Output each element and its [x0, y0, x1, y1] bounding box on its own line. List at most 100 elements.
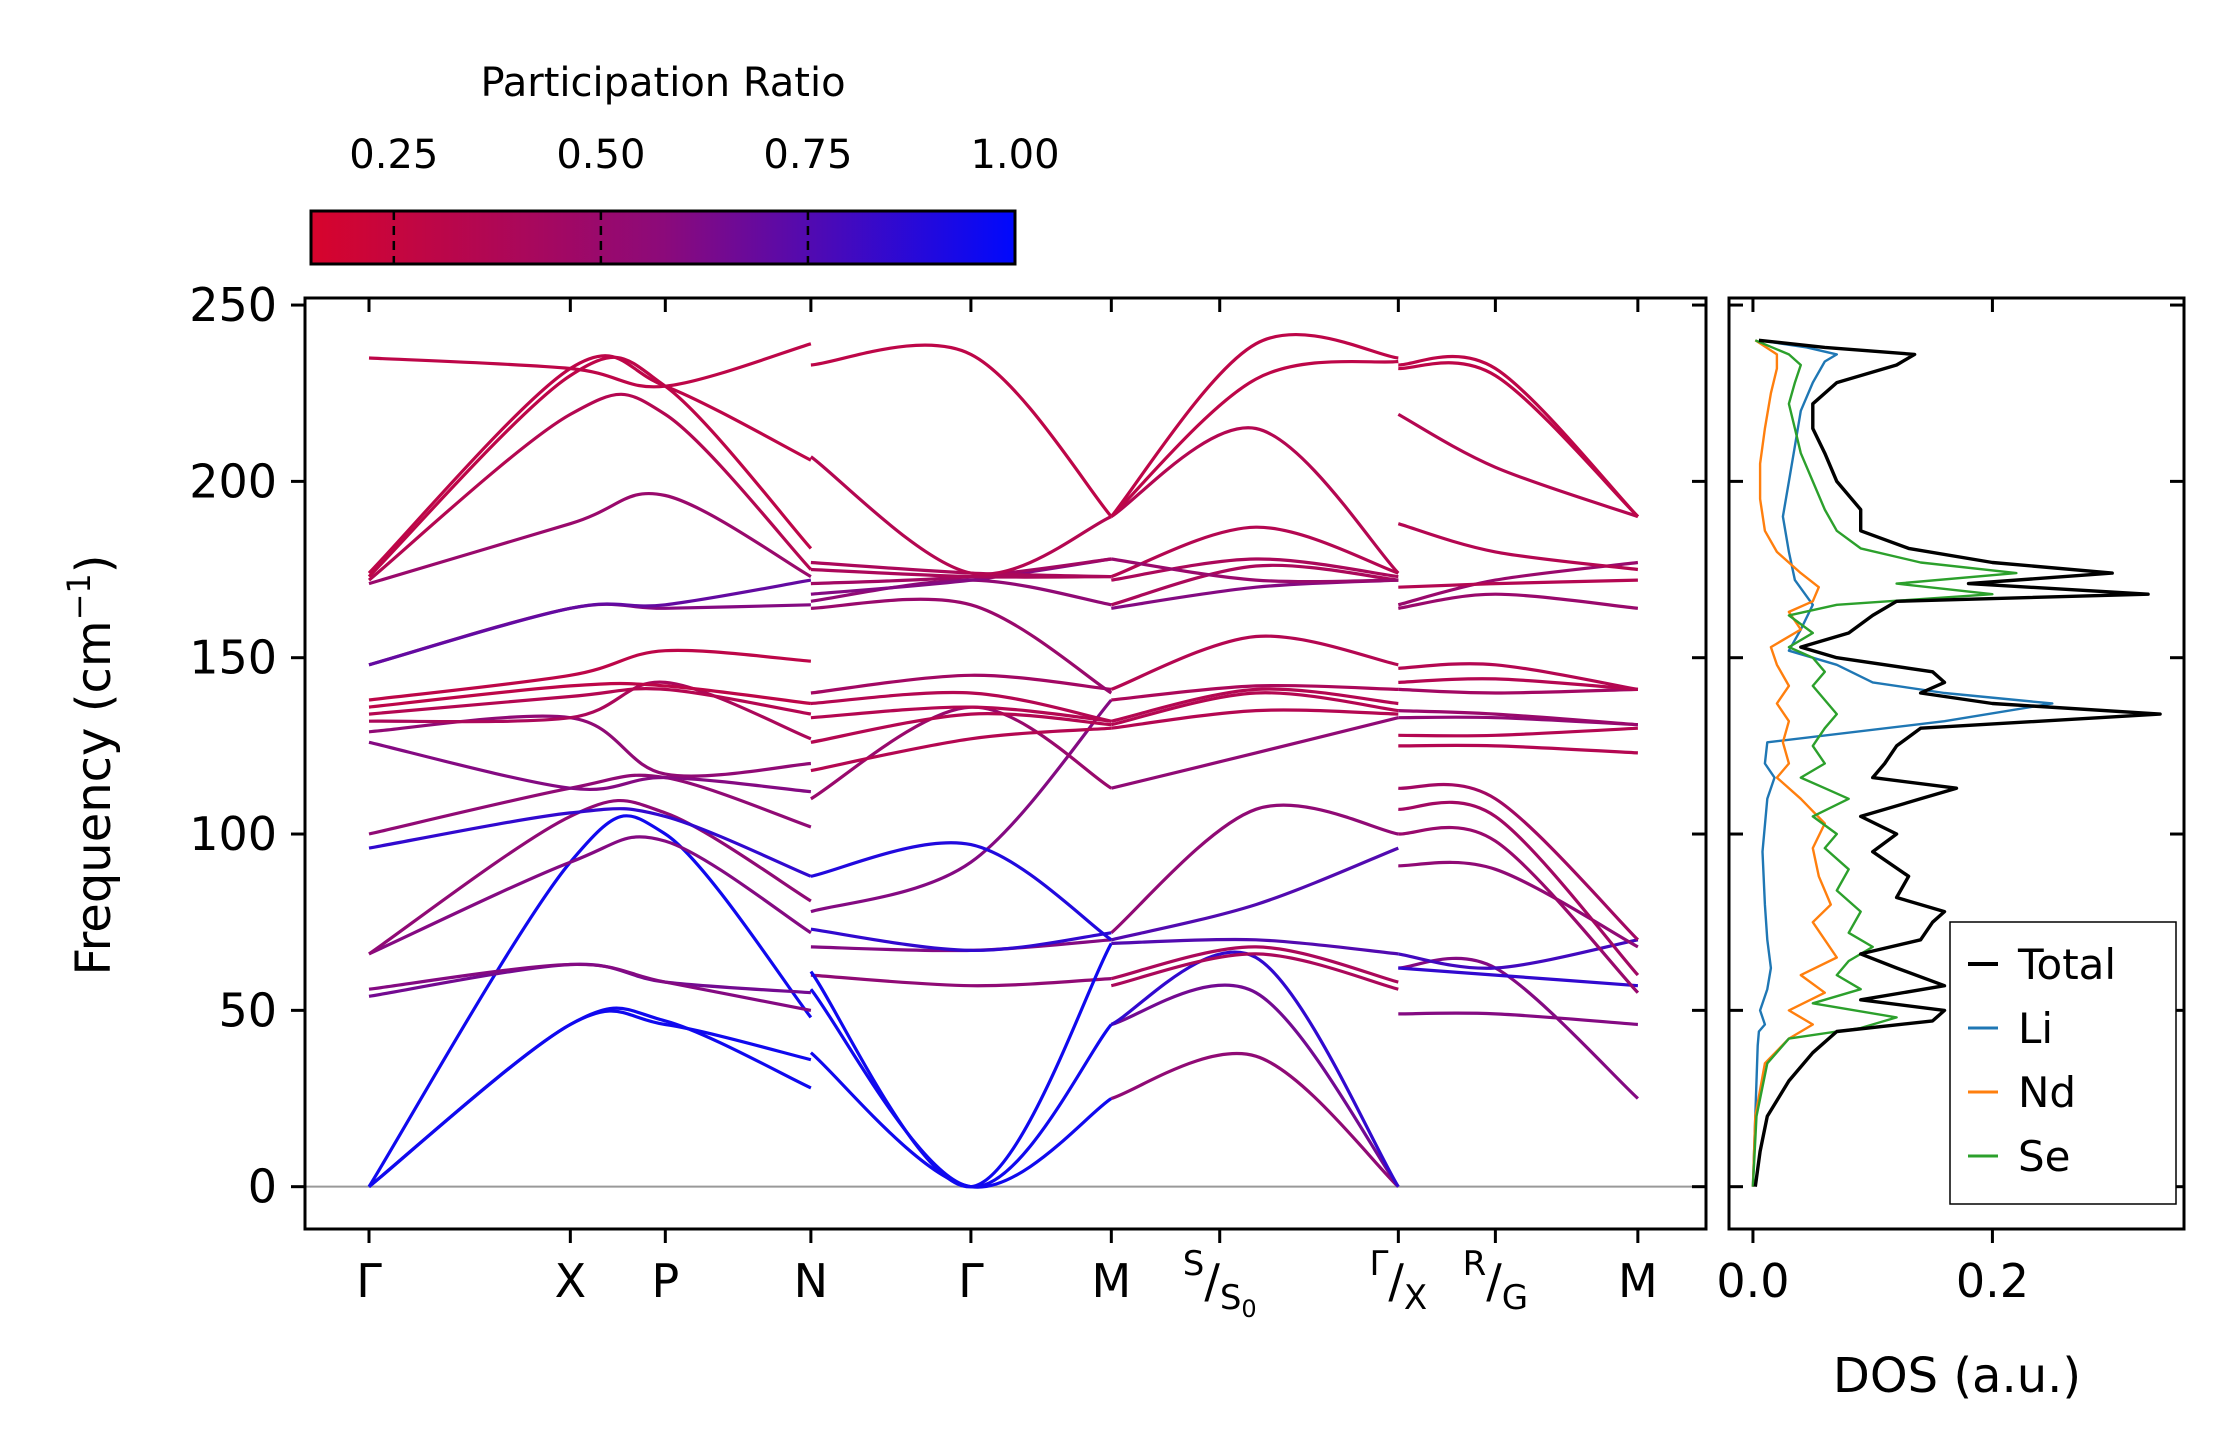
y-tick-label: 0	[248, 1160, 277, 1214]
legend-label-nd: Nd	[2018, 1068, 2076, 1117]
colorbar-gradient	[309, 209, 1017, 266]
phonon-band-3-5	[1398, 825, 1640, 994]
phonon-band-2-16	[1111, 557, 1399, 582]
band-y-ticks: 0 50 100 150 200 250	[189, 278, 1706, 1214]
dos-x-tick-label: 0.2	[1956, 1254, 2029, 1308]
phonon-band-0-16	[368, 578, 812, 667]
phonon-band-1-0	[809, 1051, 1113, 1189]
phonon-band-1-14	[810, 597, 1113, 695]
x-tick-label: X	[555, 1254, 587, 1308]
phonon-band-1-21	[810, 343, 1113, 518]
phonon-band-0-17	[368, 491, 812, 586]
phonon-band-1-11	[810, 705, 1112, 723]
phonon-band-0-18	[367, 392, 813, 582]
phonon-band-2-10	[1110, 691, 1399, 727]
phonon-band-0-19	[367, 355, 813, 578]
band-x-ticks: Γ X P N Γ M S/S0 Γ/X R/G M	[356, 298, 1658, 1323]
phonon-band-2-18	[1111, 557, 1399, 584]
legend-label-total: Total	[2017, 940, 2116, 989]
phonon-band-2-1	[1110, 983, 1400, 1188]
phonon-band-2-7	[1110, 803, 1399, 935]
phonon-band-2-6	[1110, 846, 1399, 942]
x-tick-label: N	[794, 1254, 828, 1308]
dos-curves	[1751, 338, 2162, 1187]
phonon-band-3-7	[1398, 782, 1640, 941]
dos-legend: Total Li Nd Se	[1949, 921, 2177, 1205]
phonon-band-0-21	[368, 342, 812, 389]
phonon-band-1-9	[810, 726, 1112, 773]
y-tick-label: 200	[189, 454, 277, 508]
phonon-band-1-1	[809, 988, 1113, 1189]
phonon-band-1-3	[809, 942, 1113, 1189]
phonon-band-3-9	[1398, 726, 1638, 738]
colorbar-tick-labels: 0.25 0.50 0.75 1.00	[349, 132, 1059, 178]
y-axis-label: Frequency (cm−1)	[60, 554, 122, 975]
phonon-band-0-13	[368, 681, 812, 709]
phonon-band-2-13	[1110, 634, 1399, 691]
phonon-band-2-9	[1111, 708, 1399, 730]
phonon-band-3-21	[1398, 354, 1640, 518]
phonon-band-2-20	[1110, 359, 1399, 518]
colorbar-tick-label: 1.00	[970, 132, 1059, 178]
phonon-band-3-15	[1398, 592, 1639, 610]
x-tick-label: Γ	[958, 1254, 984, 1308]
y-tick-label: 100	[189, 807, 277, 861]
dos-line-li	[1751, 339, 2054, 1187]
phonon-band-3-14	[1398, 662, 1639, 691]
phonon-band-3-2	[1398, 966, 1639, 988]
phonon-band-2-11	[1110, 687, 1399, 723]
y-tick-label: 50	[218, 983, 277, 1037]
phonon-band-2-4	[1110, 945, 1399, 984]
phonon-band-3-4	[1398, 860, 1639, 949]
phonon-band-0-5	[368, 835, 812, 956]
phonon-band-3-8	[1398, 743, 1638, 755]
dos-x-ticks: 0.0 0.2	[1716, 298, 2029, 1308]
dos-line-se	[1751, 339, 2018, 1187]
colorbar-ticks	[392, 211, 810, 264]
phonon-band-3-12	[1398, 687, 1638, 695]
phonon-band-0-0	[367, 1009, 812, 1188]
phonon-band-1-10	[810, 712, 1112, 744]
band-structure-panel: 0 50 100 150 200 250 Γ X P N Γ M S/S0 Γ/X R/G M Freque…	[60, 278, 1708, 1323]
phonon-band-1-5	[810, 927, 1112, 953]
phonon-band-2-8	[1110, 716, 1399, 790]
y-tick-label: 150	[189, 631, 277, 685]
dos-plot-frame	[1727, 296, 2186, 1231]
phonon-band-0-4	[368, 962, 812, 1012]
phonon-band-2-15	[1110, 563, 1399, 607]
dos-panel: 0.0 0.2 DOS (a.u.) Total Li Nd Se	[1716, 296, 2186, 1404]
phonon-band-2-12	[1111, 683, 1399, 702]
x-tick-label: Γ/X	[1369, 1244, 1427, 1318]
phonon-band-0-2	[367, 814, 813, 1188]
phonon-band-2-17	[1110, 525, 1399, 579]
phonon-band-3-3	[1398, 938, 1639, 970]
phonon-band-2-21	[1110, 333, 1399, 518]
phonon-band-3-19	[1397, 412, 1639, 519]
x-tick-label: M	[1618, 1254, 1658, 1308]
phonon-band-0-8	[368, 773, 812, 836]
phonon-band-0-10	[368, 714, 812, 778]
phonon-band-2-14	[1111, 578, 1399, 610]
colorbar: Participation Ratio 0.25 0.50 0.75 1.00	[309, 60, 1060, 266]
phonon-band-3-13	[1398, 677, 1639, 691]
phonon-band-1-12	[810, 690, 1112, 723]
legend-label-li: Li	[2018, 1004, 2053, 1053]
phonon-band-3-0	[1398, 1011, 1639, 1027]
phonon-band-1-6	[810, 698, 1113, 914]
phonon-band-2-0	[1110, 1052, 1400, 1188]
phonon-band-3-18	[1397, 522, 1639, 572]
dos-x-tick-label: 0.0	[1716, 1254, 1789, 1308]
x-tick-label: P	[651, 1254, 679, 1308]
x-tick-label: Γ	[356, 1254, 382, 1308]
phonon-band-2-5	[1111, 937, 1399, 956]
phonon-band-0-14	[368, 648, 812, 702]
x-tick-label: R/G	[1463, 1244, 1528, 1318]
colorbar-title: Participation Ratio	[480, 60, 845, 106]
phonon-band-2-19	[1110, 426, 1400, 575]
phonon-band-1-13	[810, 673, 1112, 695]
y-tick-label: 250	[189, 278, 277, 332]
x-tick-label: S/S0	[1183, 1244, 1257, 1323]
phonon-band-0-11	[368, 680, 812, 741]
colorbar-tick-label: 0.50	[556, 132, 645, 178]
